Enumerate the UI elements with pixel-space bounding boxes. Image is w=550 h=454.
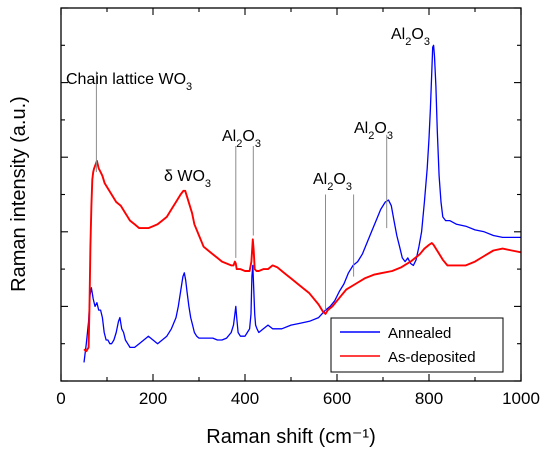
x-tick-label: 200 <box>139 389 167 408</box>
legend-box <box>330 317 504 373</box>
x-tick-label: 600 <box>323 389 351 408</box>
series-line-as-deposited <box>83 159 521 353</box>
y-axis-title: Raman intensity (a.u.) <box>8 96 30 292</box>
x-tick-label: 0 <box>56 389 65 408</box>
annotation-nu-s-wo3: Al2O3 <box>391 26 430 48</box>
x-axis-title: Raman shift (cm⁻¹) <box>206 426 375 448</box>
legend-label-annealed: Annealed <box>388 325 451 342</box>
annotation-delta-wo3: δ WO3 <box>164 168 211 190</box>
series-line-annealed <box>83 44 521 363</box>
annotation-al2o3-right: Al2O3 <box>313 171 352 193</box>
x-tick-label: 1000 <box>502 389 540 408</box>
annotation-nu-a-wo3: Al2O3 <box>354 120 393 142</box>
annotation-al2o3-left: Al2O3 <box>222 128 261 150</box>
x-tick-label: 800 <box>415 389 443 408</box>
annotation-chain-lattice: Chain lattice WO3 <box>66 71 192 93</box>
legend: Annealed As-deposited <box>330 317 504 373</box>
x-tick-label: 400 <box>231 389 259 408</box>
legend-label-as-deposited: As-deposited <box>388 349 476 366</box>
